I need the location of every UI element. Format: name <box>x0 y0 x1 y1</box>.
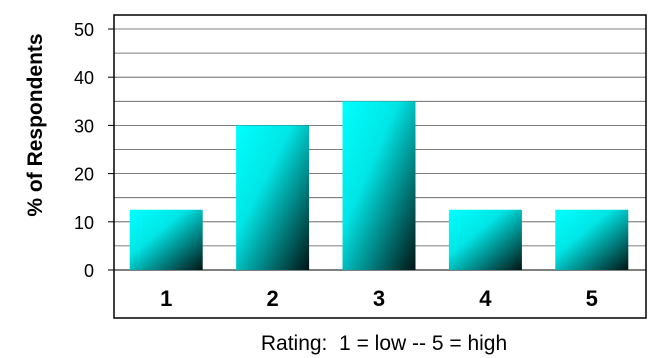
x-axis-label: Rating: 1 = low -- 5 = high <box>261 332 507 355</box>
x-tick-label: 4 <box>479 286 492 311</box>
bar-3 <box>342 101 416 270</box>
x-tick-label: 2 <box>266 286 278 311</box>
x-tick-label: 5 <box>586 286 598 311</box>
bar-1 <box>129 209 203 270</box>
bar-2 <box>236 125 310 271</box>
bar-4 <box>448 209 522 270</box>
y-tick-label: 30 <box>74 116 94 136</box>
bar-5 <box>555 209 629 270</box>
y-tick-labels: 0 10 20 30 40 50 <box>74 20 114 281</box>
y-tick-label: 40 <box>74 68 94 88</box>
bars <box>129 101 629 271</box>
plot-frame <box>113 14 647 319</box>
x-tick-label: 1 <box>160 286 172 311</box>
x-tick-label: 3 <box>373 286 385 311</box>
y-tick-label: 0 <box>84 261 94 281</box>
y-tick-label: 50 <box>74 20 94 40</box>
y-tick-label: 10 <box>74 213 94 233</box>
y-axis-label: % of Respondents <box>24 33 47 216</box>
x-tick-labels: 1 2 3 4 5 <box>160 286 598 311</box>
y-tick-label: 20 <box>74 165 94 185</box>
